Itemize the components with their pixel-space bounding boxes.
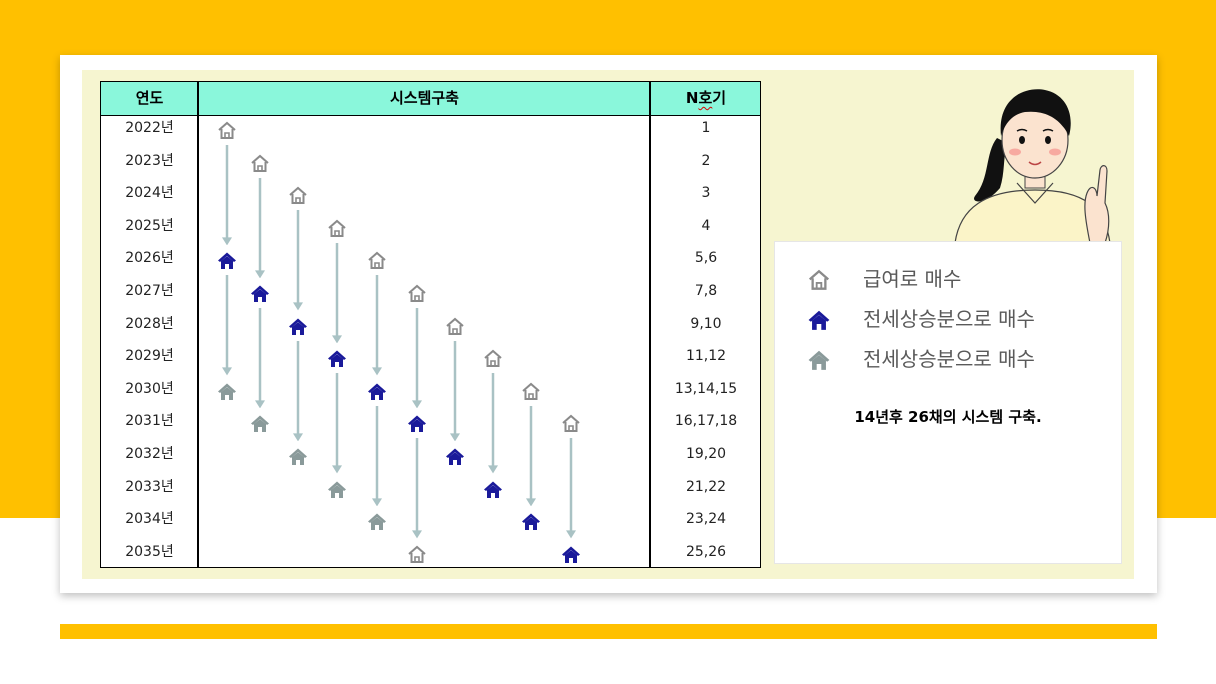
n-units-cell: 13,14,15	[674, 380, 738, 397]
house-gray-icon	[288, 447, 308, 466]
n-units-cell: 7,8	[694, 283, 718, 299]
legend-label: 전세상승분으로 매수	[863, 307, 1035, 331]
house-outline-icon	[407, 284, 427, 303]
down-arrow-icon	[331, 373, 343, 477]
down-arrow-icon	[254, 308, 266, 412]
n-units-cell: 2	[701, 152, 711, 169]
legend-label: 전세상승분으로 매수	[863, 347, 1035, 371]
down-arrow-icon	[331, 242, 343, 347]
year-cell: 2030년	[125, 380, 174, 397]
down-arrow-icon	[449, 340, 461, 445]
house-blue-icon	[561, 545, 581, 564]
house-outline-icon	[445, 317, 465, 336]
header-year: 연도	[135, 89, 164, 107]
house-outline-icon	[561, 414, 581, 433]
n-units-cell: 1	[701, 120, 711, 136]
house-gray-icon	[807, 349, 831, 371]
n-units-cell: 19,20	[685, 446, 727, 462]
down-arrow-icon	[411, 308, 423, 412]
house-outline-icon	[217, 121, 237, 140]
year-cell: 2033년	[125, 478, 174, 495]
house-outline-icon	[250, 154, 270, 173]
legend-label: 급여로 매수	[863, 267, 962, 291]
year-cell: 2028년	[125, 315, 174, 332]
down-arrow-icon	[525, 405, 537, 510]
house-blue-icon	[483, 480, 503, 499]
house-outline-icon	[288, 186, 308, 205]
year-cell: 2022년	[125, 120, 174, 136]
house-blue-icon	[367, 382, 387, 401]
n-units-cell: 11,12	[685, 348, 727, 365]
column-divider	[197, 82, 199, 567]
down-arrow-icon	[292, 210, 304, 314]
down-arrow-icon	[371, 405, 383, 510]
house-outline-icon	[407, 545, 427, 564]
house-outline-icon	[483, 349, 503, 368]
year-cell: 2023년	[125, 152, 174, 169]
n-units-cell: 3	[701, 185, 711, 202]
table-header: 연도 시스템구축 N호기	[101, 82, 760, 116]
house-blue-icon	[250, 284, 270, 303]
house-gray-icon	[250, 414, 270, 433]
column-divider	[649, 82, 651, 567]
header-n-units: N호기	[685, 89, 727, 107]
down-arrow-icon	[254, 177, 266, 282]
n-units-cell: 4	[701, 217, 711, 234]
n-units-cell: 21,22	[685, 478, 727, 495]
year-cell: 2029년	[125, 348, 174, 365]
house-outline-icon	[521, 382, 541, 401]
down-arrow-icon	[565, 438, 577, 542]
down-arrow-icon	[371, 275, 383, 379]
house-blue-icon	[288, 317, 308, 336]
house-outline-icon	[367, 251, 387, 270]
house-outline-icon	[327, 219, 347, 238]
down-arrow-icon	[411, 438, 423, 542]
n-units-cell: 23,24	[685, 511, 727, 528]
down-arrow-icon	[221, 145, 233, 249]
year-cell: 2035년	[125, 543, 174, 560]
down-arrow-icon	[292, 340, 304, 445]
year-cell: 2024년	[125, 185, 174, 202]
n-units-cell: 5,6	[694, 250, 718, 267]
system-table: 연도 시스템구축 N호기 2022년 2023년 2024년 2025년 2026년 20…	[100, 81, 761, 568]
house-gray-icon	[327, 480, 347, 499]
year-cell: 2027년	[125, 283, 174, 299]
house-blue-icon	[217, 251, 237, 270]
header-system: 시스템구축	[389, 89, 459, 107]
house-blue-icon	[807, 309, 831, 331]
down-arrow-icon	[221, 275, 233, 379]
house-blue-icon	[445, 447, 465, 466]
n-units-cell: 16,17,18	[674, 413, 738, 430]
year-cell: 2025년	[125, 217, 174, 234]
summary-text: 14년후 26채의 시스템 구축.	[854, 408, 1042, 426]
year-cell: 2032년	[125, 446, 174, 462]
woman-illustration	[954, 89, 1111, 243]
n-units-cell: 25,26	[685, 543, 727, 560]
house-blue-icon	[327, 349, 347, 368]
year-cell: 2031년	[125, 413, 174, 430]
house-blue-icon	[521, 512, 541, 531]
bottom-accent-bar	[60, 624, 1157, 639]
n-units-cell: 9,10	[690, 315, 722, 332]
year-cell: 2034년	[125, 511, 174, 528]
house-gray-icon	[217, 382, 237, 401]
down-arrow-icon	[487, 373, 499, 477]
house-blue-icon	[407, 414, 427, 433]
year-cell: 2026년	[125, 250, 174, 267]
house-outline-icon	[807, 269, 831, 291]
legend-panel: 급여로 매수 전세상승분으로 매수 전세상승분으로 매수 14년후 26채의 시스템…	[774, 241, 1122, 564]
house-gray-icon	[367, 512, 387, 531]
